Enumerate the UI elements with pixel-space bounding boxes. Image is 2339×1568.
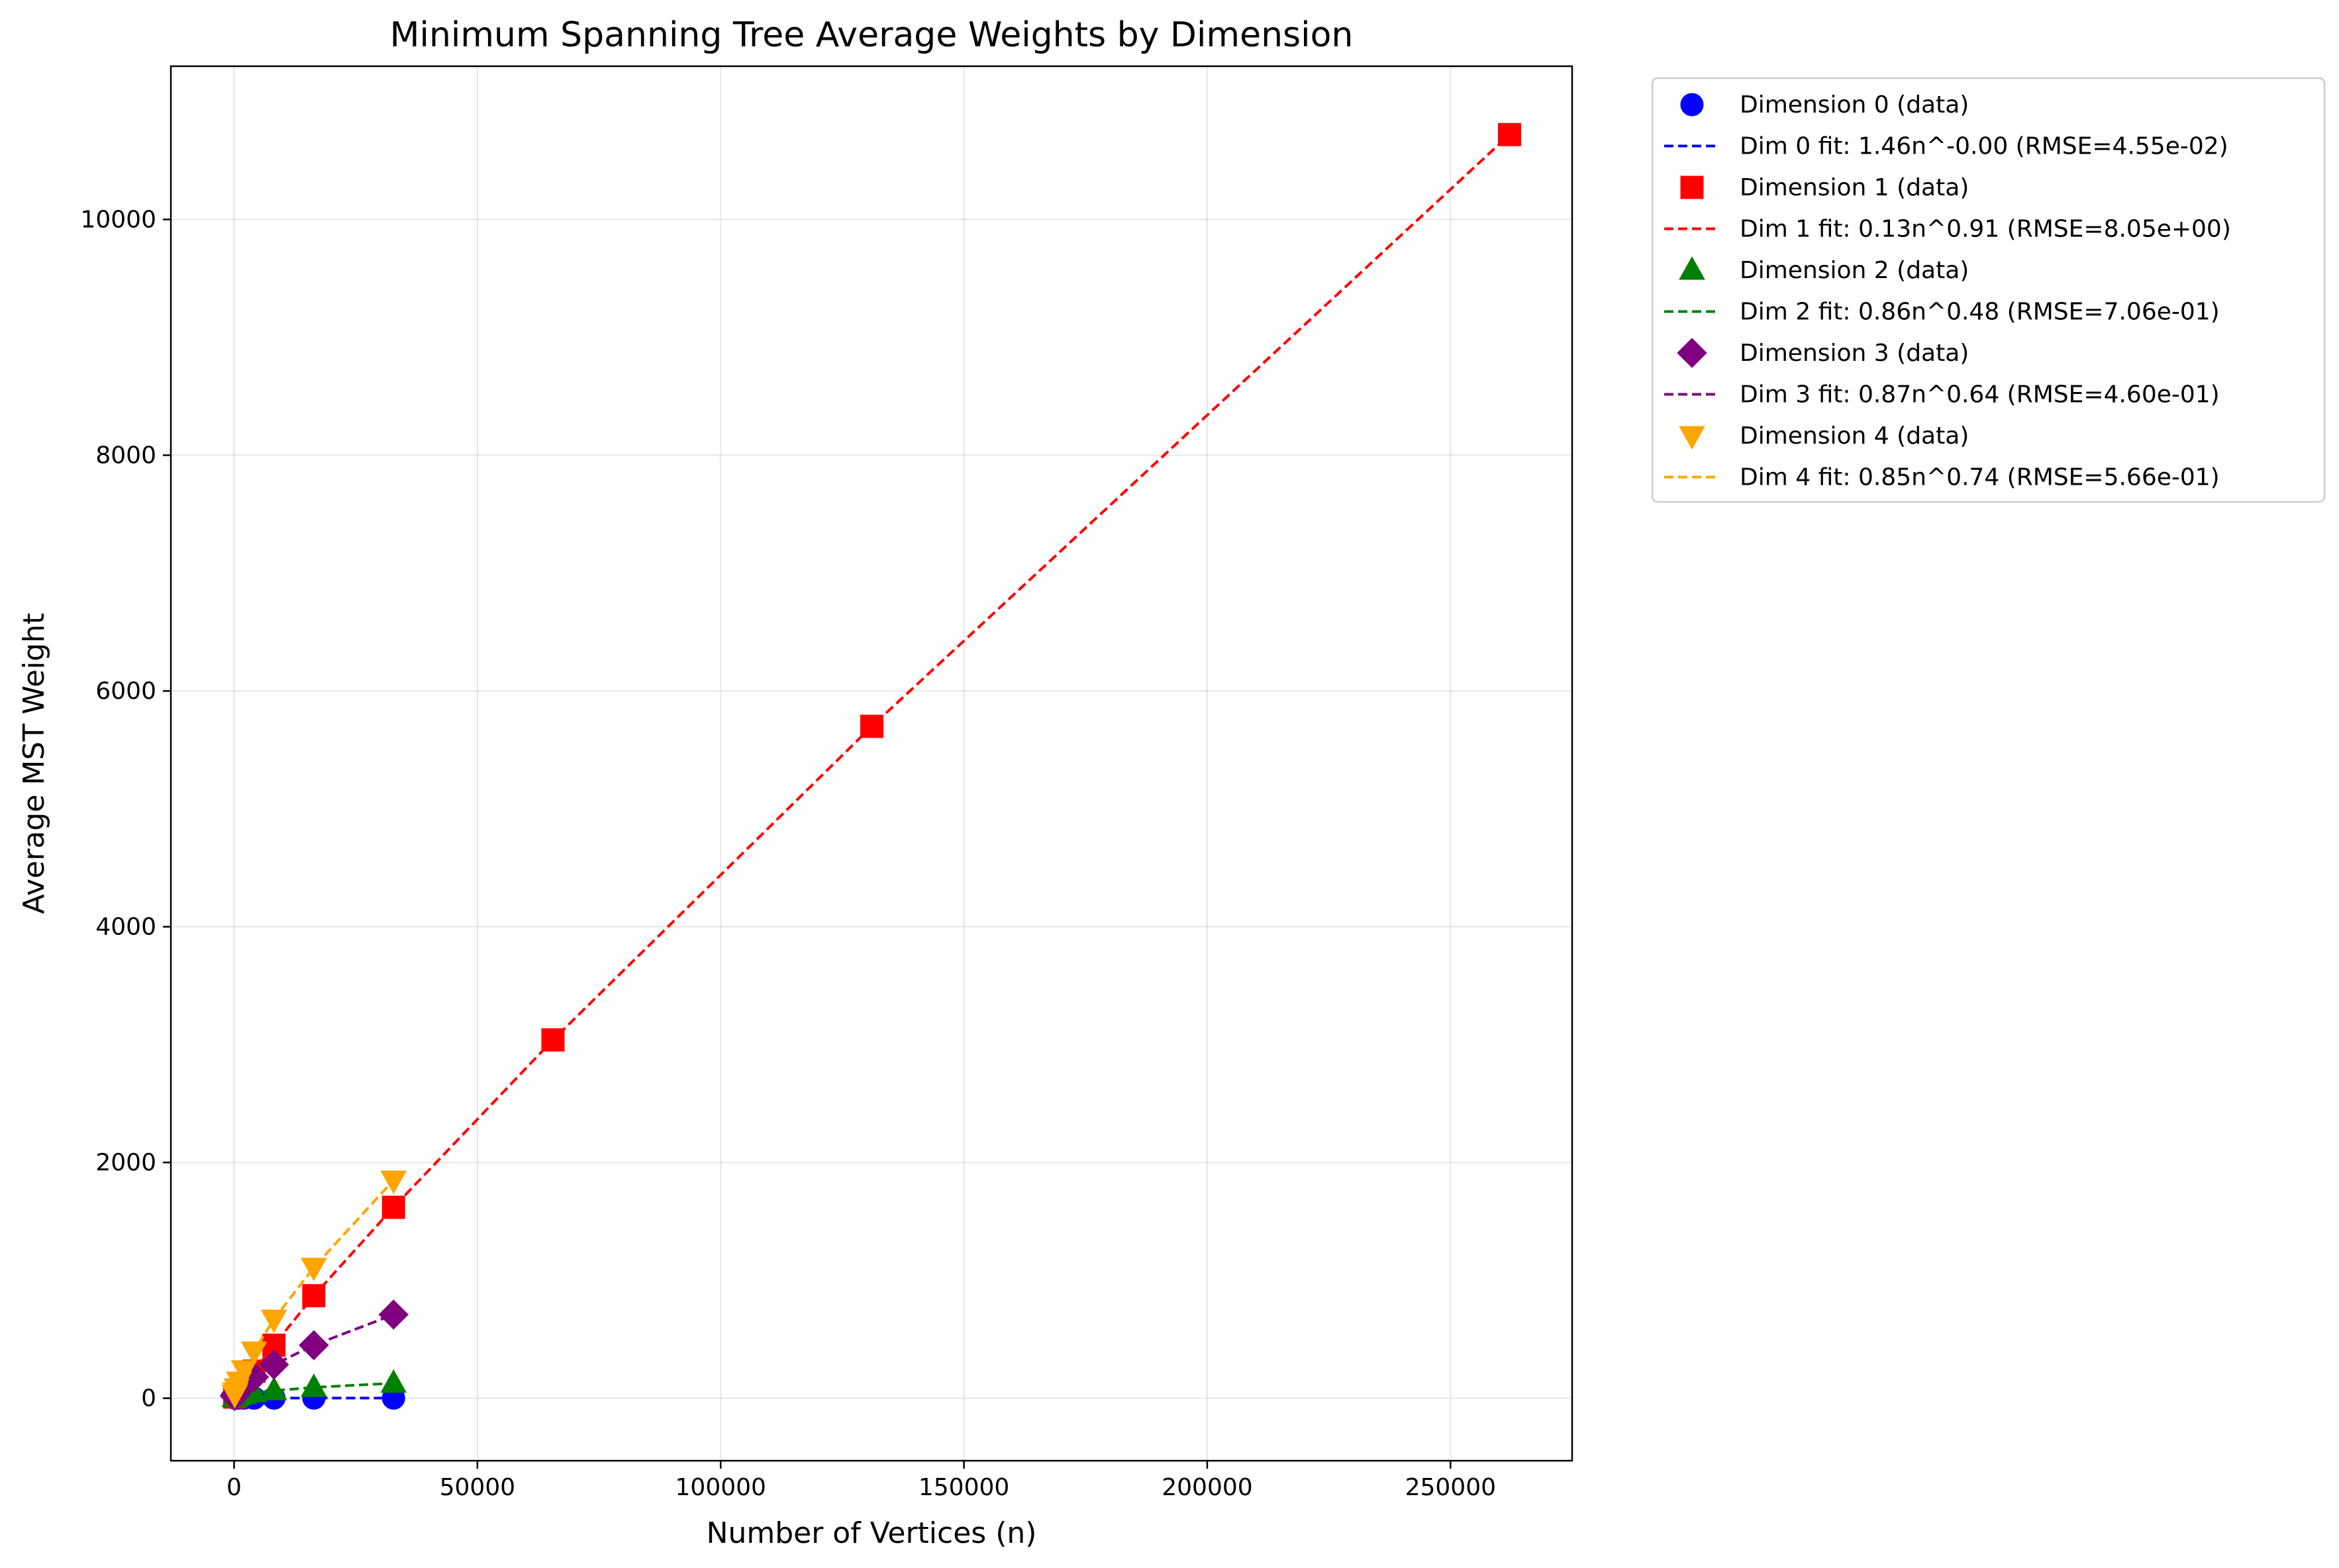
legend-label-data: Dimension 1 (data) [1740, 174, 1969, 201]
legend-marker-dimension-4 [1679, 426, 1705, 450]
grid [171, 66, 1572, 1461]
series-dimension-4 [221, 1170, 407, 1409]
data-point-dimension-4 [230, 1360, 258, 1384]
plot-background [171, 66, 1572, 1461]
legend-label-data: Dimension 2 (data) [1740, 257, 1969, 284]
data-point-dimension-2 [380, 1369, 407, 1393]
data-point-dimension-4 [260, 1309, 287, 1334]
data-point-dimension-1 [381, 1195, 405, 1219]
x-tick-label: 50000 [440, 1474, 516, 1501]
x-tick-label: 0 [226, 1474, 242, 1501]
legend-label-fit: Dim 4 fit: 0.85n^0.74 (RMSE=5.66e-01) [1740, 464, 2220, 491]
data-point-dimension-2 [301, 1373, 327, 1397]
data-point-dimension-4 [240, 1341, 268, 1365]
legend-marker-dimension-2 [1679, 256, 1705, 280]
legend-marker-dimension-1 [1680, 175, 1704, 199]
legend-frame [1651, 77, 2326, 503]
data-point-dimension-1 [860, 714, 884, 738]
legend-label-fit: Dim 1 fit: 0.13n^0.91 (RMSE=8.05e+00) [1740, 216, 2231, 243]
legend-label-fit: Dim 3 fit: 0.87n^0.64 (RMSE=4.60e-01) [1740, 381, 2220, 409]
y-tick-label: 4000 [95, 914, 156, 941]
legend-label-fit: Dim 2 fit: 0.86n^0.48 (RMSE=7.06e-01) [1740, 299, 2220, 326]
y-tick-label: 2000 [95, 1150, 156, 1177]
data-point-dimension-2 [260, 1377, 287, 1400]
legend-label-data: Dimension 3 (data) [1740, 340, 1969, 367]
legend-marker-dimension-3 [1677, 338, 1707, 368]
legend-label-data: Dimension 4 (data) [1740, 422, 1969, 450]
axis-ticks: 0 50000 100000 150000 200000 250000 0 2000 4000 6… [80, 206, 1496, 1501]
x-tick-label: 250000 [1405, 1474, 1496, 1501]
data-point-dimension-3 [378, 1299, 409, 1330]
data-point-dimension-1 [1498, 122, 1522, 146]
legend-label-data: Dimension 0 (data) [1740, 91, 1969, 119]
data-point-dimension-3 [299, 1330, 329, 1361]
series-layer [219, 122, 1522, 1411]
data-point-dimension-4 [301, 1257, 327, 1282]
x-tick-label: 200000 [1162, 1474, 1252, 1501]
data-point-dimension-4 [380, 1170, 407, 1195]
data-point-dimension-1 [541, 1028, 565, 1052]
x-tick-label: 100000 [675, 1474, 766, 1501]
y-tick-label: 0 [141, 1385, 156, 1412]
legend: Dimension 0 (data) Dim 0 fit: 1.46n^-0.00… [1651, 77, 2326, 503]
data-point-dimension-1 [302, 1284, 326, 1308]
data-point-dimension-3 [258, 1349, 289, 1380]
y-tick-label: 10000 [80, 206, 156, 233]
legend-marker-dimension-0 [1680, 93, 1704, 117]
y-axis-label: Average MST Weight [17, 613, 51, 914]
x-axis-label: Number of Vertices (n) [707, 1516, 1037, 1550]
plot-frame [170, 65, 1573, 1462]
chart-title: Minimum Spanning Tree Average Weights by… [390, 15, 1354, 55]
y-tick-label: 6000 [95, 678, 156, 705]
y-tick-label: 8000 [95, 442, 156, 469]
x-tick-label: 150000 [919, 1474, 1009, 1501]
legend-label-fit: Dim 0 fit: 1.46n^-0.00 (RMSE=4.55e-02) [1740, 133, 2228, 160]
